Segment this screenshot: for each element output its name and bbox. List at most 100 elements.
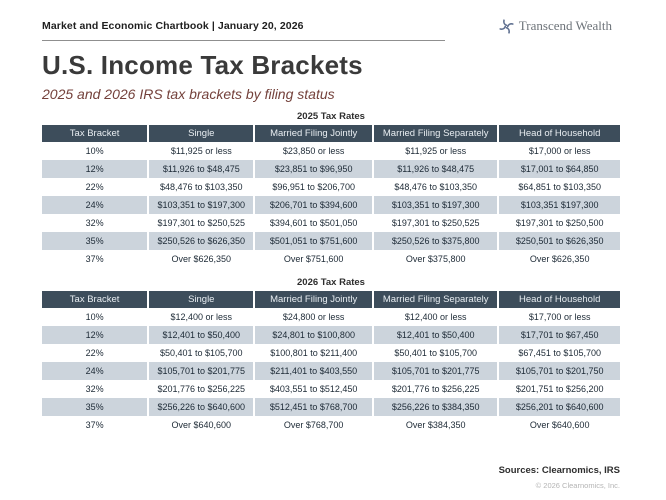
column-header: Married Filing Jointly: [253, 125, 373, 142]
column-header: Tax Bracket: [42, 125, 148, 142]
table-cell: $11,925 or less: [372, 142, 497, 160]
table-cell: $103,351 to $197,300: [372, 196, 498, 214]
table-cell: $394,601 to $501,050: [253, 214, 372, 232]
copyright-text: © 2026 Clearnomics, Inc.: [535, 481, 620, 490]
table-cell: $512,451 to $768,700: [253, 398, 373, 416]
table-title: 2026 Tax Rates: [297, 277, 365, 288]
table-row: 22% $48,476 to $103,350 $96,951 to $206,70…: [42, 178, 620, 196]
table-cell: $256,201 to $640,600: [497, 398, 620, 416]
table-cell: $67,451 to $105,700: [497, 344, 620, 362]
table-cell: $24,800 or less: [253, 308, 372, 326]
table-cell: $23,851 to $96,950: [253, 160, 373, 178]
table-cell: $11,926 to $48,475: [147, 160, 254, 178]
table-cell: $201,751 to $256,200: [497, 380, 620, 398]
table-cell: 12%: [42, 160, 148, 178]
table-cell: $96,951 to $206,700: [253, 178, 372, 196]
table-cell: 35%: [42, 232, 148, 250]
table-row: 12% $12,401 to $50,400 $24,801 to $100,800…: [42, 326, 620, 344]
table-cell: $103,351 to $197,300: [147, 196, 254, 214]
table-cell: 35%: [42, 398, 148, 416]
table-cell: $197,301 to $250,525: [147, 214, 253, 232]
table-cell: 22%: [85, 348, 104, 358]
table-cell: $103,351 $197,300: [497, 196, 620, 214]
table-row: 32% $201,776 to $256,225 $403,551 to $512,…: [42, 380, 620, 398]
table-cell: $501,051 to $751,600: [253, 232, 373, 250]
table-cell: $64,851 to $103,350: [497, 178, 620, 196]
table-cell: Over $640,600: [147, 416, 253, 434]
table-cell: Over $375,800: [372, 250, 497, 268]
table-cell: 37%: [85, 420, 104, 430]
page-header: Market and Economic Chartbook | January …: [42, 18, 620, 34]
table-cell: $12,401 to $50,400: [147, 326, 254, 344]
table-cell: $11,926 to $48,475: [372, 160, 498, 178]
table-cell: 12%: [42, 326, 148, 344]
table-cell: $12,400 or less: [372, 308, 497, 326]
table-cell: $23,850 or less: [253, 142, 372, 160]
column-header: Head of Household: [497, 125, 620, 142]
column-header: Married Filing Separately: [372, 291, 498, 308]
page-subtitle: 2025 and 2026 IRS tax brackets by filing…: [42, 86, 335, 102]
page-title: U.S. Income Tax Brackets: [42, 50, 363, 80]
table-cell: $12,401 to $50,400: [372, 326, 498, 344]
table-row: 12% $11,926 to $48,475 $23,851 to $96,950 $…: [42, 160, 620, 178]
table-cell: $206,701 to $394,600: [253, 196, 373, 214]
table-cell: Over $384,350: [372, 416, 497, 434]
table-cell: $105,701 to $201,775: [372, 362, 498, 380]
tax-table-block: 2025 Tax Rates Tax Bracket Single Married F…: [42, 111, 620, 268]
table-cell: $105,701 to $201,775: [147, 362, 254, 380]
column-header: Single: [147, 125, 254, 142]
table-cell: $256,226 to $640,600: [147, 398, 254, 416]
tax-table-block: 2026 Tax Rates Tax Bracket Single Married F…: [42, 277, 620, 434]
table-cell: $12,400 or less: [147, 308, 253, 326]
header-divider: [42, 40, 445, 41]
table-row: 10% $11,925 or less $23,850 or less $11,925…: [42, 142, 620, 160]
table-cell: $250,526 to $375,800: [372, 232, 498, 250]
tax-table: Tax Bracket Single Married Filing Jointly M…: [42, 125, 620, 268]
table-cell: Over $626,350: [147, 250, 253, 268]
table-title: 2025 Tax Rates: [297, 111, 365, 122]
table-cell: $105,701 to $201,750: [497, 362, 620, 380]
table-cell: $201,776 to $256,225: [147, 380, 253, 398]
table-row: 37% Over $640,600 Over $768,700 Over $384,3…: [42, 416, 620, 434]
table-cell: $48,476 to $103,350: [147, 178, 253, 196]
table-cell: 37%: [85, 254, 104, 264]
table-cell: $17,701 to $67,450: [497, 326, 620, 344]
table-cell: $197,301 to $250,525: [372, 214, 497, 232]
content-area: Market and Economic Chartbook | January …: [42, 18, 620, 434]
table-cell: $11,925 or less: [147, 142, 253, 160]
column-header: Married Filing Jointly: [253, 291, 373, 308]
table-cell: Over $751,600: [253, 250, 372, 268]
table-header-row: Tax Bracket Single Married Filing Jointly M…: [42, 125, 620, 142]
table-cell: $17,000 or less: [497, 142, 620, 160]
table-row: 24% $105,701 to $201,775 $211,401 to $403,…: [42, 362, 620, 380]
table-row: 35% $250,526 to $626,350 $501,051 to $751,…: [42, 232, 620, 250]
table-cell: $201,776 to $256,225: [372, 380, 497, 398]
table-cell: 32%: [85, 218, 104, 228]
table-cell: 10%: [85, 312, 104, 322]
table-cell: $17,001 to $64,850: [497, 160, 620, 178]
page-footer: Sources: Clearnomics, IRS © 2026 Clearno…: [499, 465, 620, 490]
brand-logo: Transcend Wealth: [499, 18, 612, 34]
table-cell: Over $768,700: [253, 416, 372, 434]
table-cell: $211,401 to $403,550: [253, 362, 373, 380]
table-cell: $24,801 to $100,800: [253, 326, 373, 344]
tables-section: 2025 Tax Rates Tax Bracket Single Married F…: [42, 111, 620, 434]
table-cell: $48,476 to $103,350: [372, 178, 497, 196]
column-header: Head of Household: [497, 291, 620, 308]
column-header: Single: [147, 291, 254, 308]
table-cell: $256,226 to $384,350: [372, 398, 498, 416]
table-cell: 22%: [85, 182, 104, 192]
table-row: 32% $197,301 to $250,525 $394,601 to $501,…: [42, 214, 620, 232]
brand-name: Transcend Wealth: [518, 18, 612, 33]
chartbook-label: Market and Economic Chartbook | January …: [42, 20, 304, 32]
table-cell: 10%: [85, 146, 104, 156]
table-cell: Over $640,600: [497, 416, 620, 434]
table-header-row: Tax Bracket Single Married Filing Jointly M…: [42, 291, 620, 308]
table-row: 10% $12,400 or less $24,800 or less $12,400…: [42, 308, 620, 326]
table-row: 37% Over $626,350 Over $751,600 Over $375,8…: [42, 250, 620, 268]
table-row: 24% $103,351 to $197,300 $206,701 to $394,…: [42, 196, 620, 214]
sources-text: Sources: Clearnomics, IRS: [498, 465, 620, 476]
table-row: 35% $256,226 to $640,600 $512,451 to $768,…: [42, 398, 620, 416]
table-cell: $50,401 to $105,700: [372, 344, 497, 362]
